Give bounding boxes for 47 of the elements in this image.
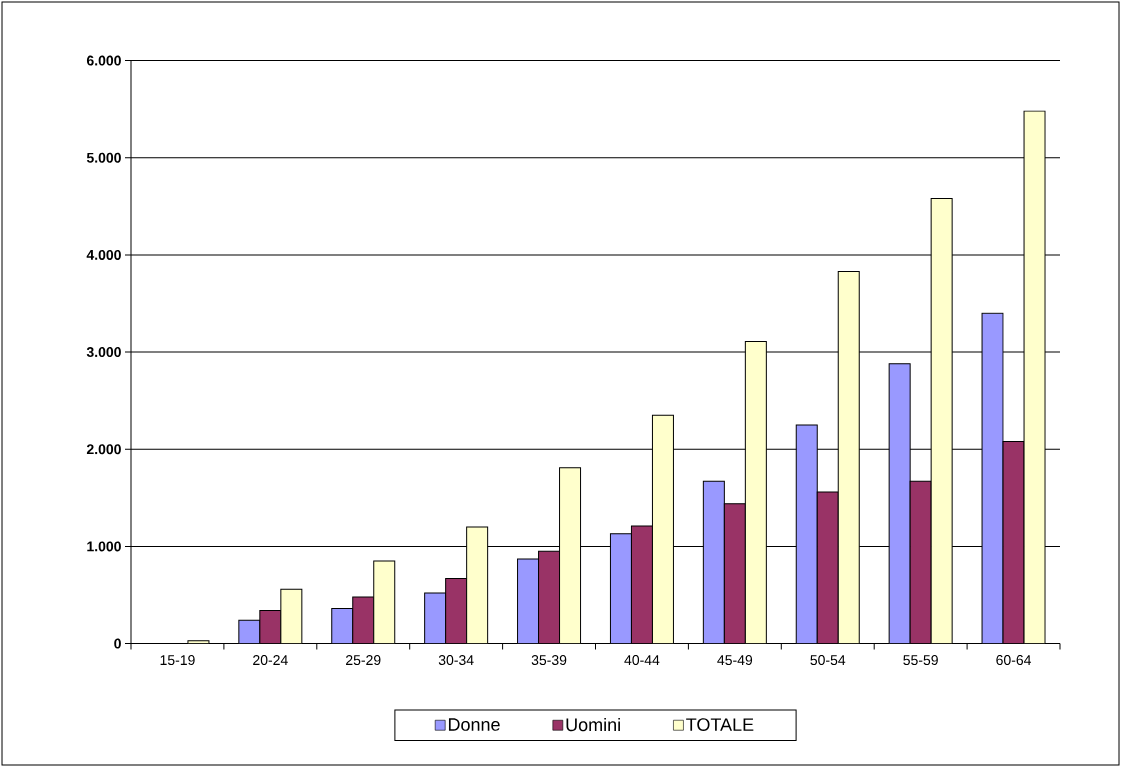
bar bbox=[909, 480, 932, 644]
bar bbox=[238, 619, 261, 644]
bar bbox=[702, 480, 725, 644]
bar bbox=[651, 414, 674, 644]
bar bbox=[837, 270, 860, 644]
bar bbox=[259, 610, 282, 644]
x-tick-label: 25-29 bbox=[346, 655, 381, 666]
bar bbox=[445, 577, 468, 644]
x-tick-label: 60-64 bbox=[996, 655, 1032, 666]
bar bbox=[930, 198, 953, 644]
bar bbox=[559, 467, 582, 644]
bar bbox=[795, 424, 818, 644]
bar bbox=[280, 588, 303, 644]
bar bbox=[352, 596, 375, 644]
bar bbox=[1023, 110, 1046, 644]
x-tick-label: 55-59 bbox=[903, 655, 938, 666]
x-tick-label: 40-44 bbox=[624, 655, 660, 666]
x-tick-label: 35-39 bbox=[531, 655, 567, 666]
bar bbox=[538, 550, 561, 644]
x-tick-label: 15-19 bbox=[160, 655, 195, 666]
bar bbox=[816, 491, 839, 644]
y-tick-label: 5.000 bbox=[86, 152, 121, 163]
bar bbox=[1002, 440, 1025, 644]
legend-label: Uomini bbox=[566, 717, 620, 732]
x-tick-label: 20-24 bbox=[253, 655, 288, 666]
bar bbox=[331, 608, 354, 644]
bar bbox=[744, 340, 767, 644]
bar bbox=[630, 525, 653, 644]
bar bbox=[517, 558, 540, 644]
y-tick-label: 4.000 bbox=[86, 249, 121, 260]
x-tick-label: 50-54 bbox=[810, 655, 846, 666]
bar bbox=[888, 363, 911, 644]
bar bbox=[424, 592, 447, 644]
y-tick-label: 1.000 bbox=[87, 541, 121, 552]
legend-label: Donne bbox=[448, 718, 500, 731]
x-tick-label: 45-49 bbox=[717, 655, 753, 666]
y-tick-label: 3.000 bbox=[86, 347, 121, 358]
y-tick-label: 6.000 bbox=[86, 55, 121, 66]
bar bbox=[466, 526, 489, 644]
bar bbox=[981, 312, 1004, 644]
bar bbox=[373, 560, 396, 644]
y-tick-label: 0 bbox=[114, 638, 121, 649]
bar bbox=[609, 533, 632, 644]
bar bbox=[723, 503, 746, 644]
x-tick-label: 30-34 bbox=[438, 655, 474, 666]
legend-label: TOTALE bbox=[686, 718, 754, 731]
y-tick-label: 2.000 bbox=[86, 444, 121, 455]
